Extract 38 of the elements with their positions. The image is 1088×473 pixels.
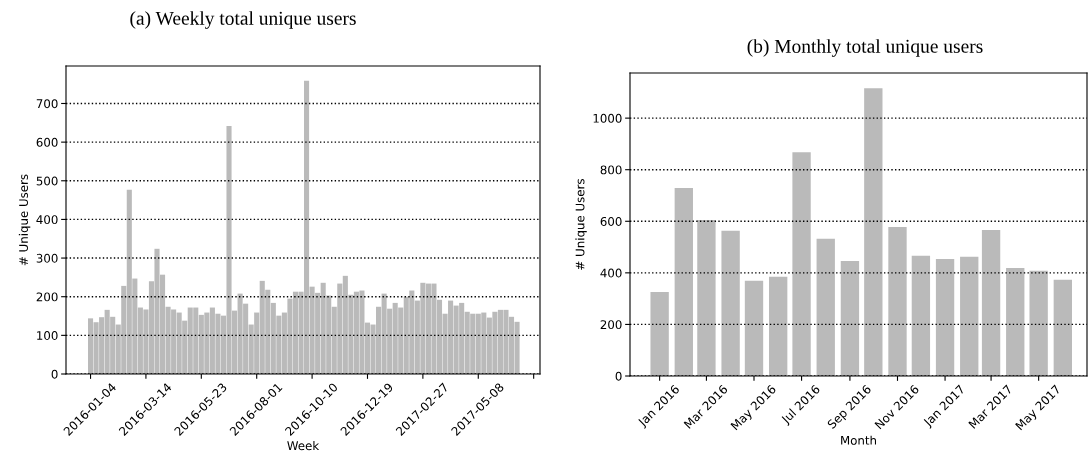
bar (792, 152, 811, 376)
y-tick-label: 800 (600, 165, 622, 175)
y-axis-title: # Unique Users (575, 179, 587, 270)
y-tick-label: 700 (36, 99, 58, 109)
bar (840, 260, 860, 376)
bar (1029, 270, 1048, 376)
y-tick-label: 100 (37, 331, 58, 341)
y-tick-label: 400 (600, 268, 622, 278)
bar (935, 258, 955, 376)
bar (769, 276, 788, 376)
y-tick-label: 600 (600, 217, 622, 226)
y-tick-label: 200 (600, 320, 622, 330)
y-tick-label: 400 (36, 215, 58, 225)
x-axis-title: Month (841, 435, 876, 445)
y-tick-label: 600 (36, 137, 58, 147)
y-tick-label: 300 (36, 253, 58, 263)
y-tick-label: 0 (615, 371, 622, 381)
bar (1053, 279, 1072, 376)
bar (981, 230, 1001, 376)
bar (674, 188, 693, 376)
x-axis-title: Week (287, 441, 320, 451)
bar (650, 291, 669, 376)
y-tick-label: 0 (51, 369, 58, 379)
bar (744, 280, 764, 376)
bar (911, 255, 931, 376)
bar (697, 219, 716, 376)
bar (721, 230, 740, 376)
y-tick-label: 200 (36, 292, 58, 302)
bar (888, 226, 907, 376)
chart-title: (a) Weekly total unique users (130, 11, 356, 29)
y-tick-label: 1000 (593, 113, 622, 123)
bar (1006, 267, 1025, 376)
bar (960, 256, 979, 376)
bar (864, 88, 883, 376)
y-tick-label: 500 (36, 176, 58, 186)
y-axis-title: # Unique Users (18, 174, 31, 266)
bar (816, 238, 835, 376)
chart-title: (b) Monthly total unique users (747, 39, 983, 57)
